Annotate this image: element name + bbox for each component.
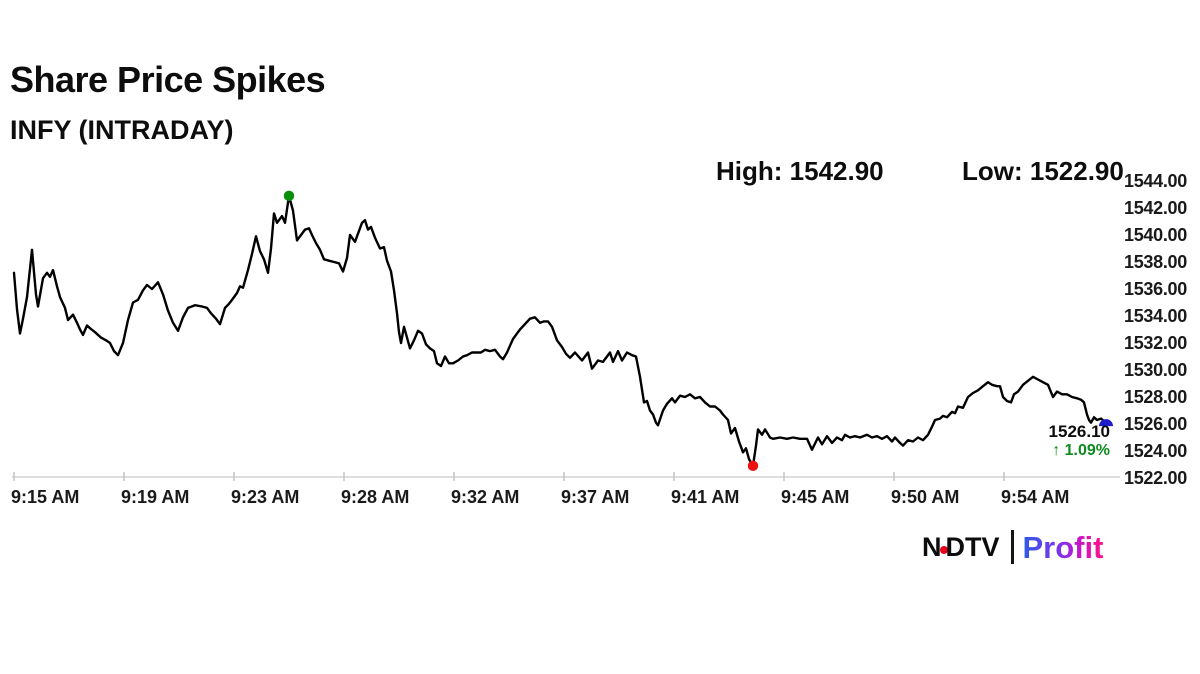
y-tick-label: 1528.00 [1124,387,1187,407]
x-tick-label: 9:41 AM [671,487,739,507]
x-tick-label: 9:23 AM [231,487,299,507]
x-tick-label: 9:19 AM [121,487,189,507]
profit-wordmark: Profit [1022,529,1104,565]
y-tick-label: 1542.00 [1124,198,1187,218]
x-tick-label: 9:28 AM [341,487,409,507]
x-tick-label: 9:50 AM [891,487,959,507]
ndtv-letter-n: N [922,531,942,562]
low-point-marker [747,460,759,472]
y-tick-label: 1544.00 [1124,171,1187,191]
x-tick-label: 9:45 AM [781,487,849,507]
high-price-readout: High: 1542.90 [716,156,884,186]
last-point-marker [1099,419,1113,427]
y-tick-label: 1522.00 [1124,468,1187,488]
y-tick-label: 1526.00 [1124,414,1187,434]
y-tick-label: 1524.00 [1124,441,1187,461]
price-line [12,194,1108,467]
y-tick-label: 1532.00 [1124,333,1187,353]
y-tick-label: 1540.00 [1124,225,1187,245]
y-tick-label: 1536.00 [1124,279,1187,299]
y-tick-label: 1530.00 [1124,360,1187,380]
x-tick-label: 9:37 AM [561,487,629,507]
x-tick-label: 9:54 AM [1001,487,1069,507]
ndtv-wordmark: N DTV [922,531,1000,562]
last-price-change: ↑ 1.09% [1052,442,1110,459]
last-price-value: 1526.10 [1048,422,1110,441]
ticker-subtitle: INFY (INTRADAY) [10,115,234,145]
last-price-callout: 1526.10 ↑ 1.09% [960,423,1110,459]
y-tick-label: 1534.00 [1124,306,1187,326]
page-title: Share Price Spikes [10,59,326,100]
y-tick-label: 1538.00 [1124,252,1187,272]
low-price-readout: Low: 1522.90 [962,156,1124,186]
ndtv-profit-logo: N DTV Profit [922,527,1103,567]
x-tick-label: 9:15 AM [11,487,79,507]
x-tick-label: 9:32 AM [451,487,519,507]
logo-divider [1010,530,1014,564]
high-point-marker [283,190,295,202]
ndtv-letters-dtv: DTV [945,531,1000,562]
ndtv-red-dot-icon [939,546,948,554]
